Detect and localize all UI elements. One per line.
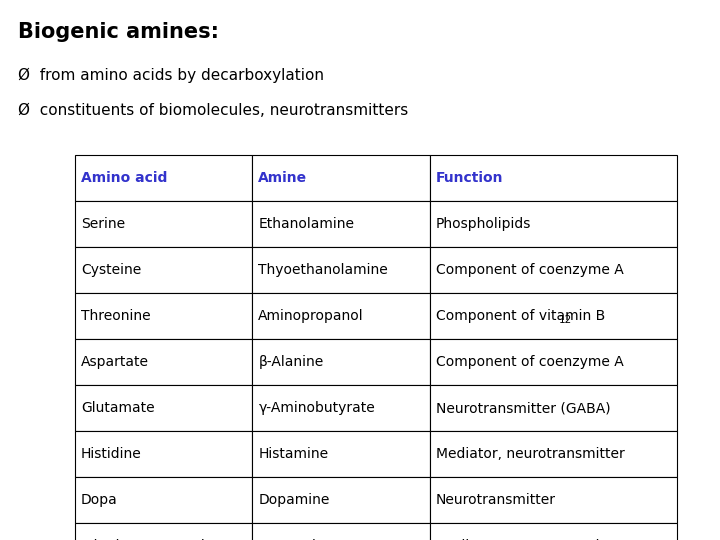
Bar: [75, 247, 253, 293]
Text: β-Alanine: β-Alanine: [258, 355, 323, 369]
Text: Serine: Serine: [81, 217, 125, 231]
Bar: [430, 293, 677, 339]
Text: Ø  constituents of biomolecules, neurotransmitters: Ø constituents of biomolecules, neurotra…: [18, 103, 408, 118]
Bar: [253, 523, 430, 540]
Text: Phospholipids: Phospholipids: [436, 217, 531, 231]
Text: Biogenic amines:: Biogenic amines:: [18, 22, 219, 42]
Text: Amine: Amine: [258, 171, 307, 185]
Text: Aminopropanol: Aminopropanol: [258, 309, 364, 323]
Bar: [253, 201, 430, 247]
Text: Histidine: Histidine: [81, 447, 142, 461]
Bar: [253, 247, 430, 293]
Text: Serotonin: Serotonin: [258, 539, 325, 540]
Text: 5-hydroxytryptophan: 5-hydroxytryptophan: [81, 539, 228, 540]
Bar: [253, 339, 430, 385]
Text: 12: 12: [559, 315, 572, 325]
Bar: [430, 385, 677, 431]
Text: Dopa: Dopa: [81, 493, 118, 507]
Text: Ø  from amino acids by decarboxylation: Ø from amino acids by decarboxylation: [18, 68, 324, 83]
Bar: [430, 201, 677, 247]
Bar: [75, 523, 253, 540]
Text: Neurotransmitter (GABA): Neurotransmitter (GABA): [436, 401, 611, 415]
Bar: [253, 431, 430, 477]
Text: Glutamate: Glutamate: [81, 401, 155, 415]
Text: Histamine: Histamine: [258, 447, 328, 461]
Bar: [75, 477, 253, 523]
Bar: [430, 431, 677, 477]
Text: Component of coenzyme A: Component of coenzyme A: [436, 355, 624, 369]
Bar: [75, 155, 253, 201]
Text: Component of coenzyme A: Component of coenzyme A: [436, 263, 624, 277]
Bar: [430, 155, 677, 201]
Bar: [430, 523, 677, 540]
Text: γ-Aminobutyrate: γ-Aminobutyrate: [258, 401, 375, 415]
Text: Neurotransmitter: Neurotransmitter: [436, 493, 556, 507]
Text: Function: Function: [436, 171, 503, 185]
Bar: [430, 477, 677, 523]
Text: Component of vitamin B: Component of vitamin B: [436, 309, 605, 323]
Bar: [430, 339, 677, 385]
Bar: [253, 293, 430, 339]
Bar: [253, 155, 430, 201]
Bar: [253, 477, 430, 523]
Bar: [75, 431, 253, 477]
Text: Thyoethanolamine: Thyoethanolamine: [258, 263, 388, 277]
Text: Mediator, neurotransmitter: Mediator, neurotransmitter: [436, 447, 624, 461]
Text: Ethanolamine: Ethanolamine: [258, 217, 354, 231]
Bar: [75, 201, 253, 247]
Bar: [75, 385, 253, 431]
Text: Threonine: Threonine: [81, 309, 150, 323]
Text: Cysteine: Cysteine: [81, 263, 141, 277]
Bar: [75, 293, 253, 339]
Text: Amino acid: Amino acid: [81, 171, 167, 185]
Bar: [75, 339, 253, 385]
Bar: [430, 247, 677, 293]
Text: Aspartate: Aspartate: [81, 355, 149, 369]
Bar: [253, 385, 430, 431]
Text: Dopamine: Dopamine: [258, 493, 330, 507]
Text: Mediator, neurotransmitter: Mediator, neurotransmitter: [436, 539, 624, 540]
